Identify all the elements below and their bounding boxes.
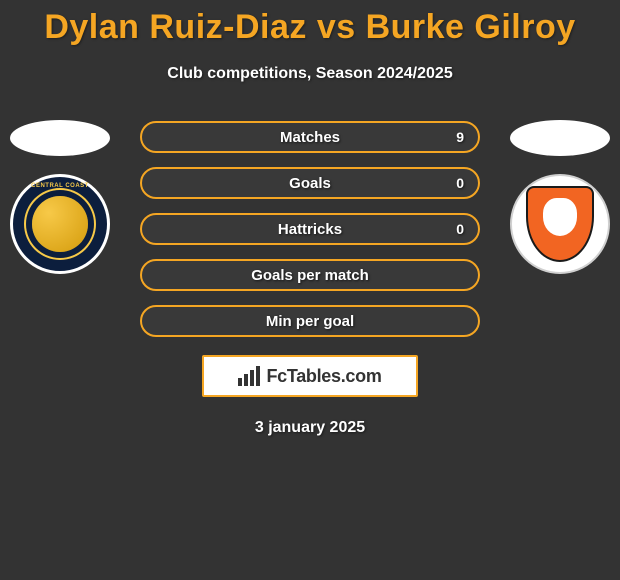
stat-row-goals-per-match: Goals per match [140, 259, 480, 291]
roar-shield-icon [526, 186, 594, 262]
brand-box[interactable]: FcTables.com [202, 355, 418, 397]
stat-value-right: 0 [456, 221, 464, 237]
stat-value-right: 9 [456, 129, 464, 145]
stat-row-min-per-goal: Min per goal [140, 305, 480, 337]
stat-row-matches: Matches 9 [140, 121, 480, 153]
player-left-silhouette [10, 120, 110, 156]
player-right-silhouette [510, 120, 610, 156]
stat-label: Goals per match [251, 267, 369, 284]
stat-label: Min per goal [266, 313, 354, 330]
stats-container: Matches 9 Goals 0 Hattricks 0 Goals per … [140, 121, 480, 337]
player-left-block: CENTRAL COAST [10, 120, 110, 274]
stat-value-right: 0 [456, 175, 464, 191]
page-title: Dylan Ruiz-Diaz vs Burke Gilroy [0, 0, 620, 47]
page-subtitle: Club competitions, Season 2024/2025 [0, 65, 620, 83]
stat-label: Hattricks [278, 221, 342, 238]
stat-label: Goals [289, 175, 331, 192]
stat-label: Matches [280, 129, 340, 146]
club-badge-left-text: CENTRAL COAST [31, 183, 89, 189]
player-right-block [510, 120, 610, 274]
stat-row-hattricks: Hattricks 0 [140, 213, 480, 245]
club-badge-left: CENTRAL COAST [10, 174, 110, 274]
stat-row-goals: Goals 0 [140, 167, 480, 199]
date-line: 3 january 2025 [0, 419, 620, 437]
brand-text: FcTables.com [266, 366, 381, 387]
bar-chart-icon [238, 366, 260, 386]
club-badge-right [510, 174, 610, 274]
